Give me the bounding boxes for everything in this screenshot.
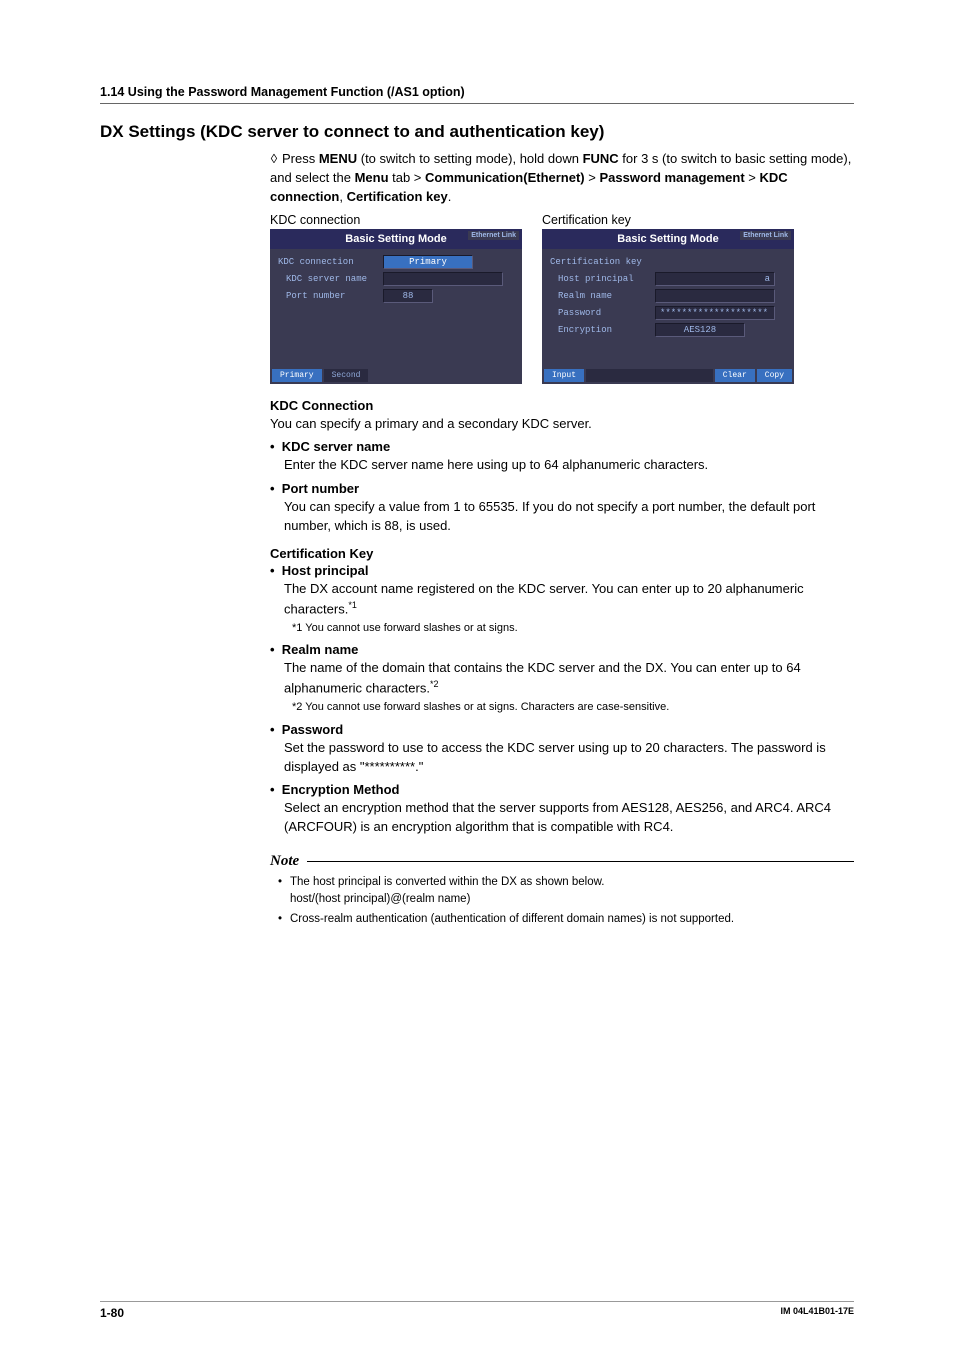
footnote: *2 You cannot use forward slashes or at … [292, 700, 854, 715]
screen-tab: Second [324, 369, 369, 382]
bullet-body: The name of the domain that contains the… [284, 659, 854, 698]
field-label: Port number [278, 291, 383, 301]
screen-title: Basic Setting Mode [617, 233, 718, 245]
field-value: a [655, 272, 775, 286]
page-number: 1-80 [100, 1306, 124, 1320]
ethernet-indicator: Ethernet Link [740, 231, 791, 240]
screenshots-row: KDC connection Basic Setting Mode Ethern… [270, 213, 854, 384]
field-value: Primary [383, 255, 473, 269]
kdc-connection-screen: Basic Setting Mode Ethernet Link KDC con… [270, 229, 522, 384]
section-header: 1.14 Using the Password Management Funct… [100, 85, 854, 99]
note-block: Note The host principal is converted wit… [270, 853, 854, 928]
document-id: IM 04L41B01-17E [780, 1306, 854, 1320]
bullet-title: • Encryption Method [270, 782, 854, 797]
note-item: Cross-realm authentication (authenticati… [290, 911, 854, 928]
main-title: DX Settings (KDC server to connect to an… [100, 122, 854, 142]
field-label: KDC connection [278, 257, 383, 267]
header-rule [100, 103, 854, 104]
bullet-body: The DX account name registered on the KD… [284, 580, 854, 619]
field-value: ******************** [655, 306, 775, 320]
note-item: The host principal is converted within t… [290, 874, 854, 909]
page-footer: 1-80 IM 04L41B01-17E [100, 1301, 854, 1320]
ethernet-indicator: Ethernet Link [468, 231, 519, 240]
field-label: Password [550, 308, 655, 318]
kdc-connection-desc: You can specify a primary and a secondar… [270, 415, 854, 434]
bullet-title: • KDC server name [270, 439, 854, 454]
certification-key-screen: Basic Setting Mode Ethernet Link Certifi… [542, 229, 794, 384]
bullet-title: • Port number [270, 481, 854, 496]
field-label: Certification key [550, 257, 655, 267]
screen-tab: Primary [272, 369, 322, 382]
field-value: AES128 [655, 323, 745, 337]
bullet-body: Enter the KDC server name here using up … [284, 456, 854, 475]
note-title: Note [270, 853, 307, 870]
bullet-title: • Host principal [270, 563, 854, 578]
diamond-bullet: ◊ [270, 150, 278, 169]
footnote: *1 You cannot use forward slashes or at … [292, 621, 854, 636]
field-value [383, 272, 503, 286]
field-label: Host principal [550, 274, 655, 284]
note-rule [307, 861, 854, 862]
field-label: Realm name [550, 291, 655, 301]
screen-title: Basic Setting Mode [345, 233, 446, 245]
field-label: KDC server name [278, 274, 383, 284]
field-value [655, 289, 775, 303]
bullet-title: • Realm name [270, 642, 854, 657]
field-label: Encryption [550, 325, 655, 335]
kdc-connection-heading: KDC Connection [270, 398, 854, 413]
cert-screen-label: Certification key [542, 213, 794, 227]
kdc-screen-label: KDC connection [270, 213, 522, 227]
certification-key-heading: Certification Key [270, 546, 854, 561]
screen-tab-spacer [586, 369, 713, 382]
note-subtext: host/(host principal)@(realm name) [290, 891, 854, 908]
screen-tab: Clear [715, 369, 755, 382]
screen-tab: Copy [757, 369, 792, 382]
bullet-body: Select an encryption method that the ser… [284, 799, 854, 837]
screen-tab: Input [544, 369, 584, 382]
field-value: 88 [383, 289, 433, 303]
bullet-body: Set the password to use to access the KD… [284, 739, 854, 777]
instruction-paragraph: ◊Press MENU (to switch to setting mode),… [270, 150, 854, 207]
bullet-body: You can specify a value from 1 to 65535.… [284, 498, 854, 536]
bullet-title: • Password [270, 722, 854, 737]
